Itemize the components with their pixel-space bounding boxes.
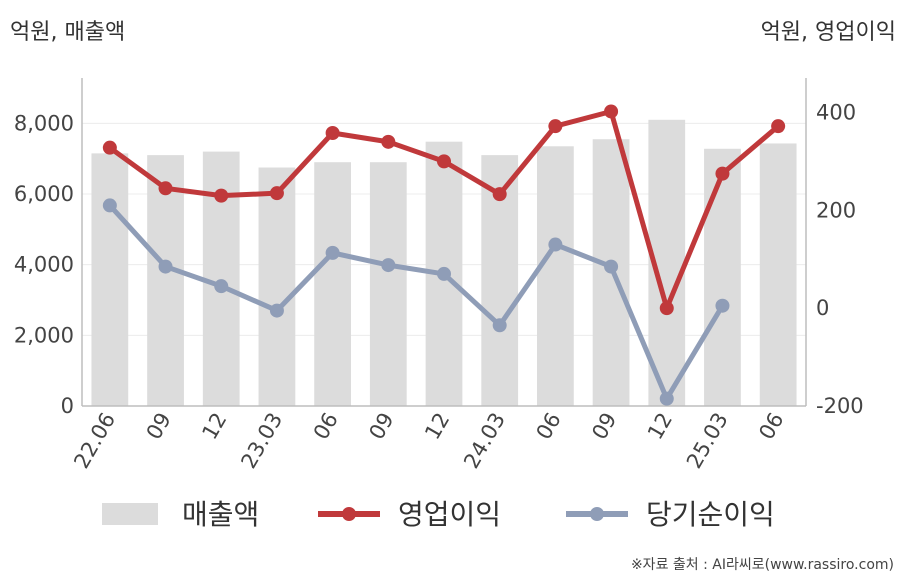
legend-label-0: 매출액 [182, 498, 259, 531]
right-axis-ticks: -200 0 200 400 [816, 100, 864, 418]
right-tick-label-1: 0 [816, 296, 829, 320]
series-1-point-6 [437, 266, 451, 281]
left-axis-unit-label: 억원, 매출액 [10, 20, 126, 45]
x-tick-label-12: 06 [754, 409, 788, 444]
left-tick-label-3: 6,000 [14, 182, 74, 206]
x-tick-label-11: 25.03 [682, 409, 733, 473]
series-1-point-0 [102, 198, 117, 213]
series-1-point-8 [548, 237, 563, 252]
series-line-1 [107, 203, 725, 402]
series-1-point-11 [715, 298, 730, 313]
series-0-point-3 [269, 186, 284, 201]
bar-0 [91, 153, 129, 406]
x-tick-label-8: 06 [532, 409, 566, 444]
series-1-point-1 [158, 259, 173, 274]
series-0-point-11 [715, 166, 730, 181]
x-tick-label-2: 12 [197, 409, 231, 444]
left-tick-label-4: 8,000 [14, 111, 74, 135]
series-0-point-0 [102, 140, 117, 155]
left-tick-label-1: 2,000 [14, 323, 74, 347]
left-tick-label-0: 0 [61, 394, 74, 418]
series-0-point-5 [381, 134, 396, 149]
axes [81, 78, 807, 407]
revenue-bars [91, 119, 797, 407]
series-0-point-6 [437, 154, 451, 169]
bar-4 [314, 162, 351, 406]
legend-swatch-dot-1 [342, 507, 356, 521]
series-0-point-1 [158, 181, 173, 196]
bar-5 [369, 162, 407, 406]
bar-11 [704, 148, 741, 407]
x-tick-label-7: 24.03 [459, 409, 510, 473]
left-tick-label-2: 4,000 [14, 253, 74, 277]
x-tick-label-4: 06 [309, 409, 343, 444]
series-0-point-12 [771, 119, 786, 134]
right-tick-label-3: 400 [816, 100, 856, 124]
series-1-point-9 [604, 259, 619, 274]
series-0-point-4 [325, 126, 340, 141]
x-tick-label-10: 12 [643, 409, 677, 444]
series-1-point-7 [492, 318, 507, 333]
source-note: ※자료 출처 : AI라씨로(www.rassiro.com) [630, 557, 894, 573]
legend-swatch-0 [102, 503, 158, 525]
left-axis-ticks: 0 2,000 4,000 6,000 8,000 [14, 111, 74, 418]
x-axis-ticks: 22.06 09 12 23.03 06 09 12 24.03 06 09 12 25.03 06 [69, 409, 788, 473]
x-tick-label-5: 09 [364, 409, 398, 444]
x-tick-label-6: 12 [420, 409, 454, 444]
series-0-point-9 [604, 104, 619, 119]
legend: 매출액 영업이익 당기순이익 [102, 498, 775, 531]
series-1-point-2 [214, 279, 229, 294]
x-tick-label-3: 23.03 [236, 409, 287, 473]
series-1-point-3 [269, 303, 284, 318]
x-tick-label-0: 22.06 [69, 409, 120, 473]
x-tick-label-1: 09 [142, 409, 176, 444]
right-axis-unit-label: 억원, 영업이익 [760, 20, 896, 45]
right-tick-label-0: -200 [816, 394, 864, 418]
bar-1 [147, 155, 184, 406]
legend-label-2: 당기순이익 [646, 498, 775, 531]
series-0-point-2 [214, 188, 229, 203]
series-0-point-7 [492, 187, 507, 202]
series-1-point-5 [381, 258, 396, 273]
series-0-point-8 [548, 119, 563, 134]
legend-swatch-dot-2 [590, 507, 604, 521]
bar-12 [759, 143, 797, 406]
bar-8 [537, 146, 574, 407]
series-0-point-10 [659, 301, 674, 316]
profit-lines [102, 104, 786, 406]
series-1-point-10 [659, 391, 674, 406]
right-tick-label-2: 200 [816, 198, 856, 222]
series-1-point-4 [325, 245, 340, 260]
bar-3 [258, 167, 296, 406]
legend-label-1: 영업이익 [398, 498, 501, 531]
x-tick-label-9: 09 [587, 409, 621, 444]
